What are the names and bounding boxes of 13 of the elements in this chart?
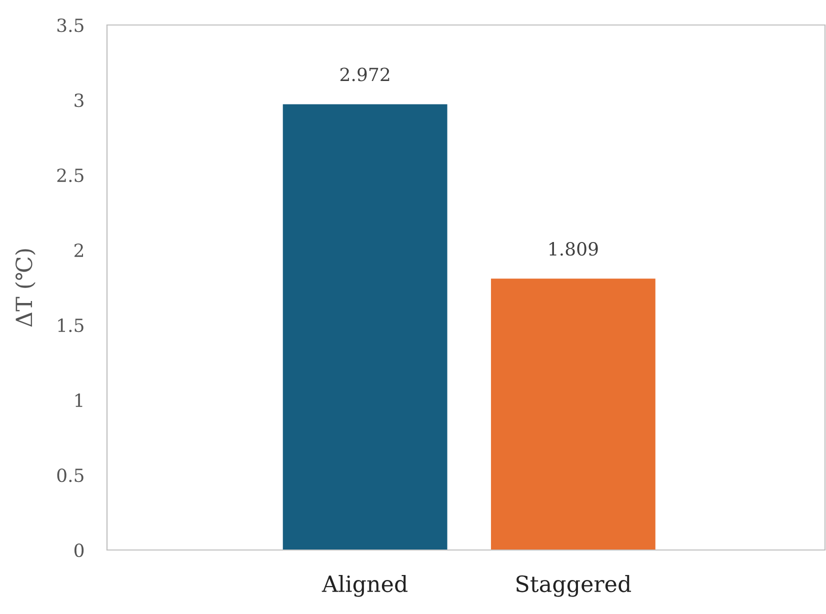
y-tick-label: 0.5 [57, 468, 84, 482]
data-label: 1.809 [550, 242, 598, 256]
y-tick-label: 2.5 [57, 168, 84, 182]
y-axis-title: ΔT (℃) [15, 249, 36, 327]
y-tick-label: 0 [74, 543, 84, 558]
y-tick-label: 2 [74, 243, 84, 257]
y-tick-label: 3 [74, 93, 84, 108]
y-tick-label: 3.5 [57, 18, 84, 32]
x-tick-label: Aligned [322, 575, 408, 597]
x-tick-label: Staggered [516, 575, 632, 597]
data-label: 2.972 [340, 68, 390, 82]
y-tick-label: 1 [75, 393, 82, 407]
y-tick-label: 1.5 [58, 318, 84, 332]
